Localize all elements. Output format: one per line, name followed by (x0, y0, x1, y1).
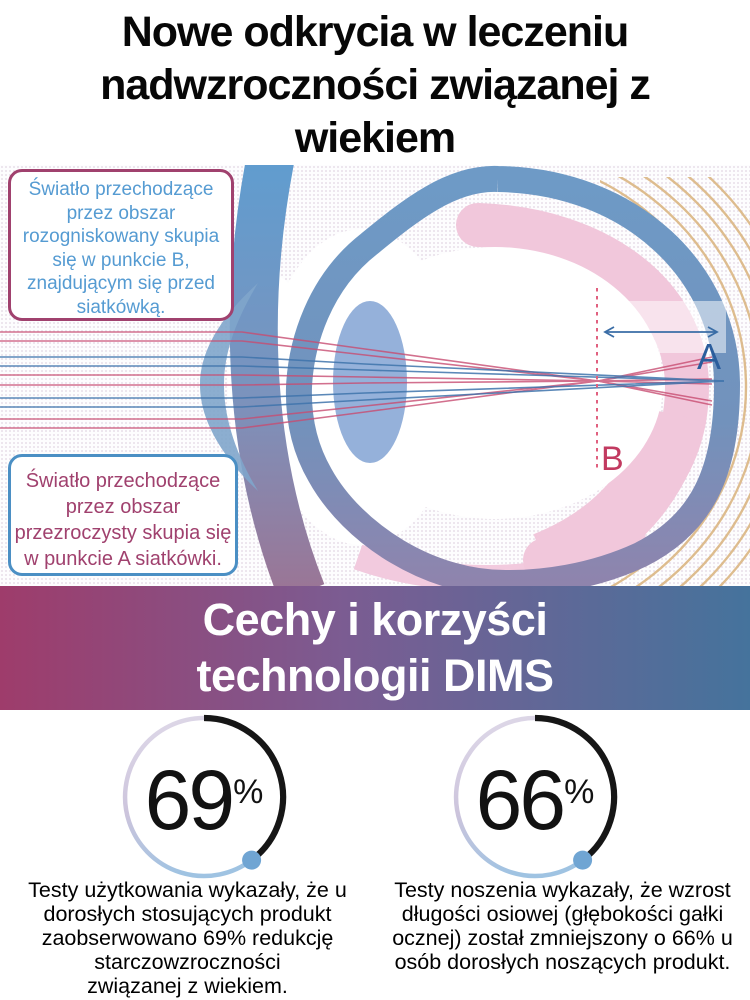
stat-card-usage: 69% Testy użytkowania wykazały, że u dor… (0, 710, 375, 1000)
blue-rays (0, 356, 725, 408)
stat-description: Testy użytkowania wykazały, że u dorosły… (28, 878, 347, 998)
page-title: Nowe odkrycia w leczeniu nadwzroczności … (100, 8, 651, 162)
callout-defocused-light: Światło przechodzące przez obszar rozogn… (8, 169, 234, 321)
header: Nowe odkrycia w leczeniu nadwzroczności … (0, 0, 750, 165)
stat-unit: % (233, 773, 264, 811)
callout-clear-light: Światło przechodzące przez obszar przezr… (8, 454, 238, 576)
retina-band-bottom-right (532, 407, 707, 586)
gauge-ring-icon (122, 714, 287, 879)
stat-number: 66% (450, 752, 620, 849)
stat-unit: % (564, 773, 595, 811)
point-b-label: B (601, 440, 624, 478)
stat-value: 66 (475, 753, 566, 847)
stat-description: Testy noszenia wykazały, że wzrost długo… (392, 878, 733, 974)
gauge-ring-icon (453, 714, 618, 879)
stat-gauge: 69% (119, 712, 289, 882)
distance-arrow (603, 326, 719, 338)
stat-number: 69% (119, 752, 289, 849)
point-a-label: A (697, 336, 721, 377)
stat-gauge: 66% (450, 712, 620, 882)
eye-diagram-section: A B Światło przechodzące przez obszar ro… (0, 165, 750, 586)
stats-section: 69% Testy użytkowania wykazały, że u dor… (0, 710, 750, 1000)
gauge-dot-icon (242, 850, 262, 870)
banner: Cechy i korzyści technologii DIMS (0, 586, 750, 710)
left-arc-band (229, 165, 325, 586)
highlight-wash (600, 301, 726, 353)
stat-card-axial-length: 66% Testy noszenia wykazały, że wzrost d… (375, 710, 750, 1000)
pink-rays (0, 331, 713, 429)
banner-title: Cechy i korzyści technologii DIMS (196, 594, 555, 701)
lens (333, 301, 407, 463)
stat-value: 69 (144, 753, 235, 847)
cornea (200, 283, 258, 491)
gauge-dot-icon (573, 850, 593, 870)
eye-diagram: A B (0, 165, 750, 586)
